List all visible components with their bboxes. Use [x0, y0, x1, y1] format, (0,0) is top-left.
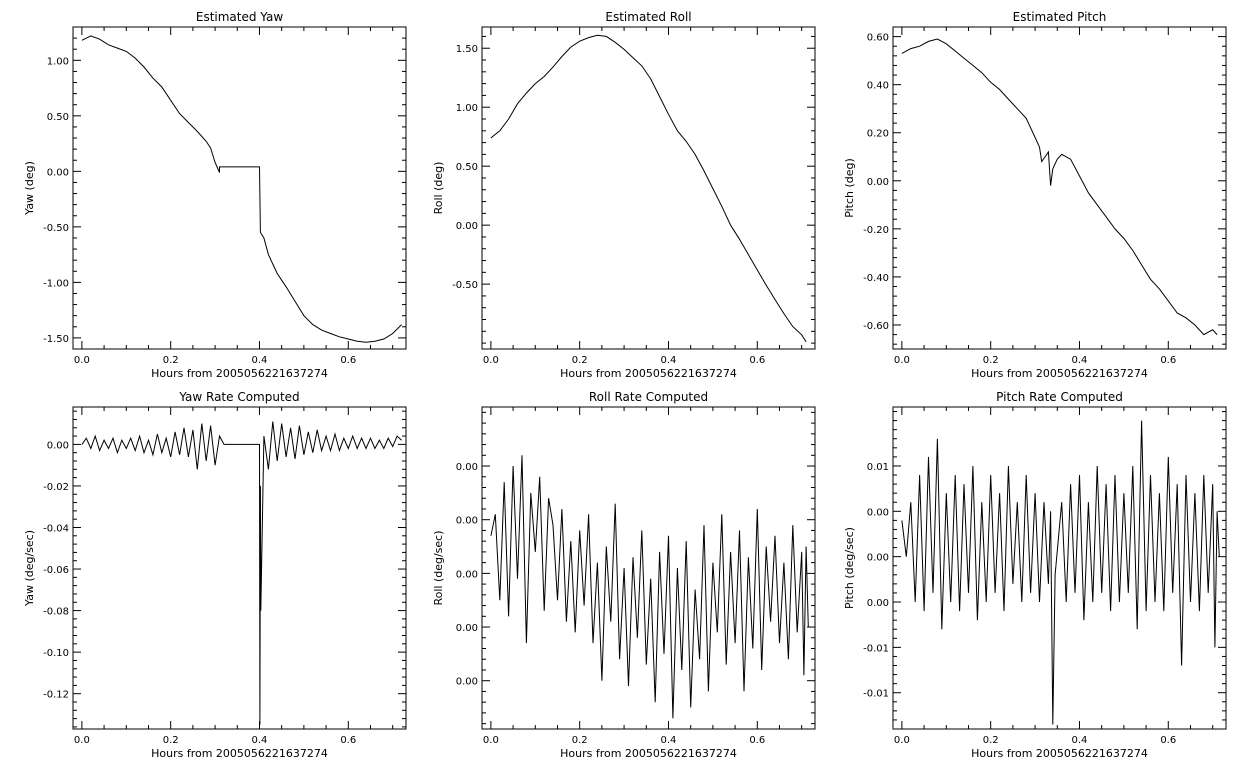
y-tick-label: -0.02	[43, 482, 69, 493]
x-tick-label: 0.2	[983, 735, 999, 746]
x-tick-label: 0.6	[1160, 735, 1176, 746]
y-tick-label: 0.00	[47, 440, 69, 451]
chart-panel-5: 0.0 0.2 0.4 0.6 0.00 0.00 0.00 0.00 0.00 Roll Rat…	[432, 390, 816, 760]
y-tick-label: -1.50	[43, 334, 69, 345]
y-tick-label: 0.00	[456, 221, 478, 232]
series-line	[490, 34, 807, 343]
series-line	[901, 38, 1218, 336]
y-axis-label: Pitch (deg/sec)	[843, 527, 856, 609]
x-axis-label: Hours from 2005056221637274	[560, 747, 737, 760]
y-tick-label: 0.00	[456, 623, 478, 634]
chart-title: Yaw Rate Computed	[178, 390, 299, 404]
y-tick-label: -0.01	[863, 689, 889, 700]
x-tick-label: 0.6	[749, 735, 765, 746]
x-axis-label: Hours from 2005056221637274	[971, 367, 1148, 380]
y-tick-label: 0.00	[867, 177, 889, 188]
y-tick-label: 0.01	[867, 462, 889, 473]
x-tick-label: 0.0	[894, 735, 910, 746]
x-tick-label: 0.4	[661, 355, 677, 366]
plot-frame	[892, 406, 1227, 730]
y-tick-label: 0.50	[456, 162, 478, 173]
series-line	[81, 421, 402, 725]
plot-frame	[481, 26, 816, 350]
y-tick-label: 0.40	[867, 81, 889, 92]
y-tick-label: 0.00	[456, 677, 478, 688]
chart-title: Pitch Rate Computed	[996, 390, 1123, 404]
series-line	[81, 35, 402, 343]
x-tick-label: 0.6	[340, 355, 356, 366]
plot-frame	[892, 26, 1227, 350]
x-tick-label: 0.6	[1160, 355, 1176, 366]
y-tick-label: -0.04	[43, 523, 69, 534]
x-tick-label: 0.2	[572, 355, 588, 366]
y-tick-label: 0.00	[456, 516, 478, 527]
x-axis-label: Hours from 2005056221637274	[971, 747, 1148, 760]
chart-title: Roll Rate Computed	[589, 390, 708, 404]
y-tick-label: 0.00	[456, 462, 478, 473]
x-tick-label: 0.0	[483, 735, 499, 746]
x-tick-label: 0.2	[572, 735, 588, 746]
y-tick-label: -0.10	[43, 648, 69, 659]
y-tick-label: -0.50	[43, 223, 69, 234]
x-tick-label: 0.2	[163, 355, 179, 366]
y-tick-label: -0.60	[863, 321, 889, 332]
x-tick-label: 0.4	[1072, 735, 1088, 746]
y-tick-label: 1.00	[47, 56, 69, 67]
y-axis-label: Yaw (deg/sec)	[23, 530, 36, 607]
y-tick-label: -1.00	[43, 278, 69, 289]
chart-panel-4: 0.0 0.2 0.4 0.6 0.00 -0.02 -0.04 -0.06 -0.08 -0.1…	[23, 390, 407, 760]
chart-panel-1: 0.0 0.2 0.4 0.6 1.00 0.50 0.00 -0.50 -1.00 -1.50 E…	[23, 10, 407, 380]
x-tick-label: 0.0	[74, 355, 90, 366]
chart-title: Estimated Pitch	[1013, 10, 1107, 24]
plot-frame	[72, 26, 407, 350]
chart-panel-6: 0.0 0.2 0.4 0.6 0.01 0.00 0.00 0.00 -0.01 -0.01 Pi…	[843, 390, 1227, 760]
y-axis-label: Yaw (deg)	[23, 161, 36, 216]
y-tick-label: 1.50	[456, 44, 478, 55]
x-tick-label: 0.4	[252, 355, 268, 366]
y-tick-label: 1.00	[456, 103, 478, 114]
x-tick-label: 0.6	[749, 355, 765, 366]
plot-frame	[481, 406, 816, 730]
y-axis-label: Roll (deg)	[432, 162, 445, 215]
plot-frame	[72, 406, 407, 730]
y-tick-label: -0.08	[43, 607, 69, 618]
y-tick-label: 0.00	[456, 569, 478, 580]
y-axis-label: Pitch (deg)	[843, 158, 856, 218]
chart-title: Estimated Yaw	[196, 10, 283, 24]
x-tick-label: 0.4	[661, 735, 677, 746]
x-tick-label: 0.4	[252, 735, 268, 746]
y-tick-label: -0.01	[863, 643, 889, 654]
series-line	[490, 455, 809, 719]
y-tick-label: 0.00	[47, 167, 69, 178]
y-tick-label: 0.50	[47, 112, 69, 123]
y-tick-label: 0.60	[867, 33, 889, 44]
x-tick-label: 0.2	[163, 735, 179, 746]
y-tick-label: 0.00	[867, 598, 889, 609]
x-axis-label: Hours from 2005056221637274	[151, 367, 328, 380]
y-tick-label: 0.00	[867, 507, 889, 518]
y-tick-label: -0.12	[43, 690, 69, 701]
x-tick-label: 0.0	[483, 355, 499, 366]
x-axis-label: Hours from 2005056221637274	[151, 747, 328, 760]
series-line	[901, 420, 1220, 725]
y-tick-label: -0.40	[863, 273, 889, 284]
chart-panel-3: 0.0 0.2 0.4 0.6 0.60 0.40 0.20 0.00 -0.20 -0.40 -0…	[843, 10, 1227, 380]
x-tick-label: 0.6	[340, 735, 356, 746]
y-tick-label: -0.50	[452, 280, 478, 291]
y-tick-label: -0.06	[43, 565, 69, 576]
x-tick-label: 0.0	[74, 735, 90, 746]
y-axis-label: Roll (deg/sec)	[432, 530, 445, 605]
y-tick-label: 0.00	[867, 553, 889, 564]
x-tick-label: 0.4	[1072, 355, 1088, 366]
y-tick-label: 0.20	[867, 129, 889, 140]
x-tick-label: 0.2	[983, 355, 999, 366]
x-tick-label: 0.0	[894, 355, 910, 366]
y-tick-label: -0.20	[863, 225, 889, 236]
x-axis-label: Hours from 2005056221637274	[560, 367, 737, 380]
chart-panel-2: 0.0 0.2 0.4 0.6 1.50 1.00 0.50 0.00 -0.50 Estimat…	[432, 10, 816, 380]
chart-title: Estimated Roll	[605, 10, 691, 24]
